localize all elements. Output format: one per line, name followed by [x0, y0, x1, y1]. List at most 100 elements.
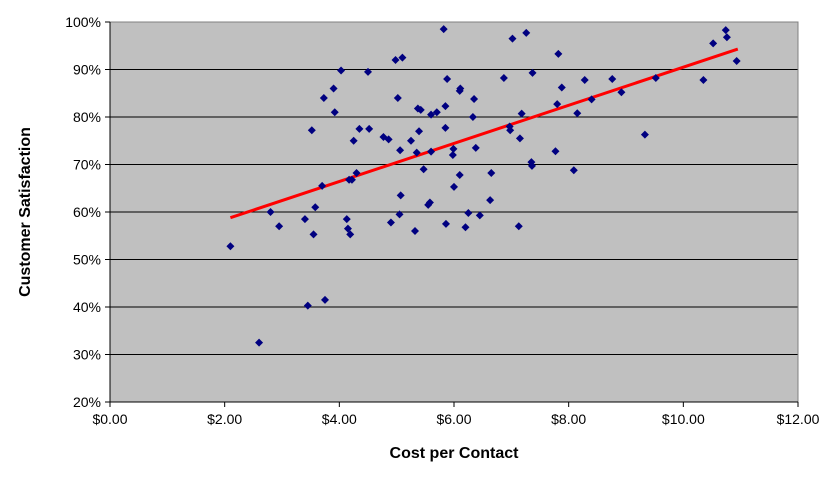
- data-point: [330, 108, 339, 117]
- data-point: [337, 66, 346, 75]
- data-point: [352, 169, 361, 178]
- data-point: [411, 227, 420, 235]
- data-point: [487, 169, 496, 178]
- data-point: [342, 215, 351, 224]
- data-point: [441, 102, 450, 111]
- data-point: [471, 143, 480, 152]
- data-point: [448, 151, 457, 159]
- data-point: [300, 215, 309, 224]
- data-point: [464, 208, 473, 217]
- data-point: [275, 222, 284, 231]
- y-tick-label-2: 40%: [73, 299, 101, 315]
- y-tick-label-6: 80%: [73, 109, 101, 125]
- data-point: [329, 84, 338, 93]
- data-point: [347, 175, 356, 184]
- data-point: [266, 208, 275, 216]
- data-point: [393, 94, 402, 102]
- data-point: [395, 210, 404, 219]
- data-point: [517, 109, 526, 118]
- data-point: [722, 33, 731, 42]
- data-point: [355, 124, 364, 133]
- y-tick-label-5: 70%: [73, 157, 101, 173]
- data-point: [311, 203, 320, 212]
- data-point: [365, 124, 374, 133]
- data-point: [307, 126, 316, 135]
- y-tick-label-7: 90%: [73, 62, 101, 78]
- y-tick-label-4: 60%: [73, 204, 101, 220]
- data-point: [396, 146, 405, 155]
- x-tick-label-3: $6.00: [436, 411, 471, 427]
- data-point: [412, 148, 421, 157]
- data-point: [514, 222, 523, 231]
- data-point: [587, 95, 596, 104]
- x-tick-label-4: $8.00: [551, 411, 586, 427]
- data-point: [419, 165, 428, 174]
- data-point: [486, 196, 495, 205]
- data-point: [551, 147, 560, 156]
- data-point: [441, 219, 450, 228]
- data-point: [455, 170, 464, 179]
- y-tick-label-8: 100%: [65, 14, 101, 30]
- data-point: [386, 218, 395, 227]
- data-point: [456, 84, 465, 93]
- data-point: [573, 109, 582, 118]
- data-point: [640, 130, 649, 139]
- data-point: [721, 26, 730, 35]
- data-point: [499, 74, 508, 83]
- data-point: [508, 34, 517, 43]
- data-point: [450, 182, 458, 191]
- data-point: [346, 230, 355, 239]
- data-point: [255, 338, 264, 347]
- x-tick-label-6: $12.00: [777, 411, 820, 427]
- data-point: [396, 191, 405, 200]
- x-tick-label-2: $4.00: [322, 411, 357, 427]
- x-tick-label-5: $10.00: [662, 411, 705, 427]
- data-point: [309, 230, 318, 239]
- data-point: [475, 211, 484, 220]
- data-point: [528, 68, 537, 77]
- x-axis-title: Cost per Contact: [390, 445, 520, 462]
- data-point: [321, 295, 329, 304]
- data-point: [427, 110, 436, 119]
- data-point: [416, 105, 425, 114]
- data-point: [553, 100, 562, 109]
- data-point: [470, 94, 479, 103]
- data-point: [384, 135, 393, 144]
- data-point: [468, 113, 477, 121]
- data-point: [425, 198, 434, 207]
- data-point: [349, 136, 358, 145]
- data-point: [608, 75, 617, 83]
- y-axis-ticks: 20% 30% 40% 50% 60% 70% 80% 90% 100%: [65, 14, 111, 410]
- data-point: [364, 67, 372, 76]
- data-point: [319, 94, 328, 102]
- y-tick-label-0: 20%: [73, 394, 101, 410]
- data-point: [569, 166, 578, 175]
- y-tick-label-3: 50%: [73, 252, 101, 268]
- x-tick-label-1: $2.00: [207, 411, 242, 427]
- data-point: [580, 75, 589, 84]
- data-point: [506, 126, 515, 135]
- x-tick-label-0: $0.00: [92, 411, 127, 427]
- data-point: [443, 75, 452, 83]
- data-point: [427, 147, 436, 156]
- data-point: [709, 39, 718, 48]
- x-axis-ticks: $0.00 $2.00 $4.00 $6.00 $8.00 $10.00 $12.00: [92, 401, 820, 427]
- data-point: [318, 181, 327, 190]
- data-point: [441, 123, 450, 132]
- data-point: [515, 134, 524, 143]
- data-point: [391, 56, 400, 64]
- data-point: [226, 242, 235, 251]
- data-point: [398, 53, 407, 62]
- data-point: [617, 88, 626, 97]
- y-axis-title: Customer Satisfaction: [17, 127, 34, 297]
- data-point: [461, 223, 470, 232]
- gridlines: [110, 69, 798, 355]
- data-point: [439, 25, 448, 34]
- data-points: [226, 25, 741, 347]
- data-point: [732, 56, 741, 65]
- data-point: [432, 108, 441, 117]
- data-point: [303, 301, 312, 310]
- data-point: [527, 161, 536, 170]
